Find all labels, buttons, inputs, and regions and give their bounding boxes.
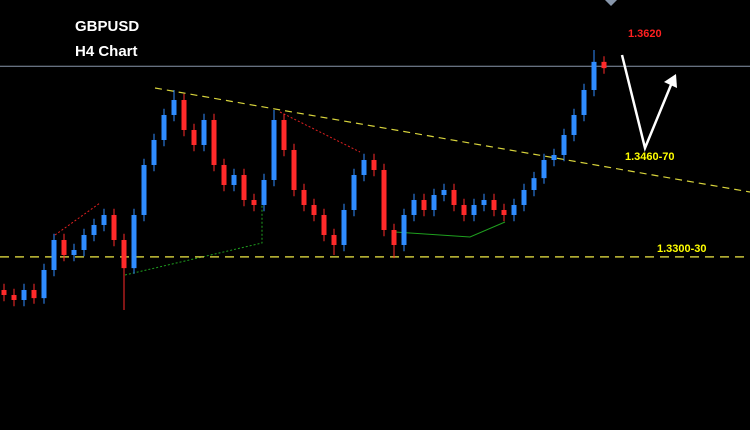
candle-body [51, 240, 57, 270]
candle-body [71, 250, 77, 255]
candle-body [521, 190, 527, 205]
candle-body [291, 150, 297, 190]
candle-body [141, 165, 147, 215]
candle-body [411, 200, 417, 215]
candle-body [81, 235, 87, 250]
candle-body [91, 225, 97, 235]
candle-body [371, 160, 377, 170]
candle-body [511, 205, 517, 215]
candle-body [201, 120, 207, 145]
candle-body [581, 90, 587, 115]
candle-body [61, 240, 67, 255]
candle-body [441, 190, 447, 195]
candle-body [571, 115, 577, 135]
pattern-line [124, 205, 263, 276]
candles [1, 50, 607, 310]
candle-body [491, 200, 497, 210]
level-label: 1.3620 [628, 28, 662, 40]
candle-body [601, 61, 607, 69]
candle-body [311, 205, 317, 215]
candle-body [551, 155, 557, 160]
candle-body [181, 100, 187, 130]
candle-body [431, 195, 437, 210]
pattern-line [279, 111, 361, 153]
candle-body [281, 120, 287, 150]
candle-body [541, 160, 547, 179]
candle-body [321, 215, 327, 235]
candle-body [21, 290, 27, 300]
candle-body [271, 120, 277, 180]
arrow-head [664, 74, 677, 88]
candle-body [421, 200, 427, 210]
candle-body [241, 175, 247, 200]
pattern-line [394, 221, 506, 238]
candle-body [471, 205, 477, 215]
candle-body [221, 165, 227, 185]
candle-body [121, 240, 127, 269]
chart-title: GBPUSD [75, 18, 139, 35]
candle-body [391, 230, 397, 245]
candle-body [501, 210, 507, 215]
candle-body [131, 215, 137, 269]
scroll-marker [605, 0, 617, 6]
candle-body [101, 215, 107, 225]
candle-body [231, 175, 237, 185]
candle-body [531, 178, 537, 190]
candle-body [151, 140, 157, 165]
candle-body [561, 135, 567, 155]
candle-body [111, 215, 117, 240]
candle-body [451, 190, 457, 205]
candle-body [211, 120, 217, 165]
candle-body [191, 130, 197, 145]
candle-body [261, 180, 267, 205]
candle-body [41, 270, 47, 299]
level-label: 1.3300-30 [657, 243, 707, 255]
candle-body [331, 235, 337, 245]
level-label: 1.3460-70 [625, 151, 675, 163]
candle-body [1, 290, 7, 295]
pattern-line [54, 202, 101, 236]
candle-body [351, 175, 357, 210]
candle-body [341, 210, 347, 245]
candle-body [31, 290, 37, 299]
candle-body [11, 295, 17, 300]
candle-body [161, 115, 167, 140]
candle-body [171, 100, 177, 115]
projection-arrow [620, 54, 675, 153]
trend-line [154, 87, 750, 193]
candle-body [481, 200, 487, 205]
candle-body [361, 160, 367, 175]
candle-body [251, 200, 257, 205]
chart-subtitle: H4 Chart [75, 43, 138, 60]
candle-body [401, 215, 407, 245]
candle-body [301, 190, 307, 205]
candle-body [461, 205, 467, 215]
candle-body [381, 170, 387, 230]
candle-body [591, 61, 597, 90]
